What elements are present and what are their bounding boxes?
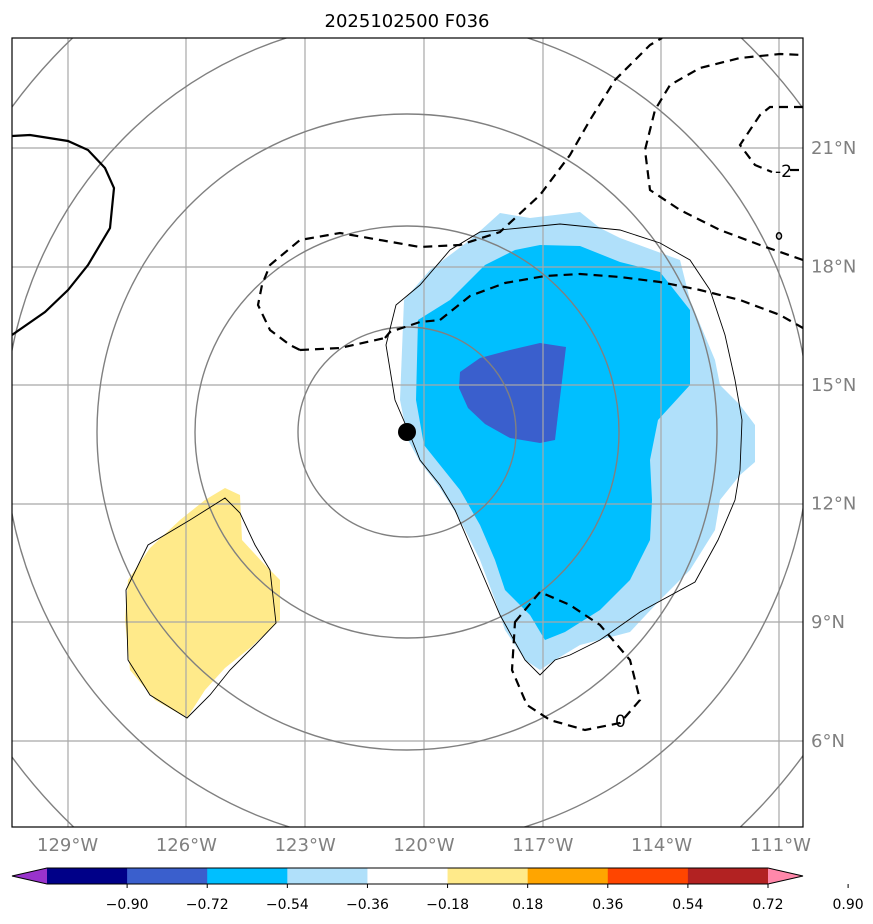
solid-contour: [12, 133, 116, 336]
contour-label: 0: [615, 712, 626, 732]
colorbar-tick-label: 0.36: [592, 897, 623, 913]
fill-region-dark-blue: [459, 343, 566, 443]
colorbar-swatch: [47, 868, 128, 884]
y-tick-label: 12°N: [811, 494, 856, 515]
x-tick-label: 117°W: [512, 835, 573, 856]
colorbar-swatch: [287, 868, 368, 884]
fill-region-blue: [416, 245, 690, 640]
colorbar-outline: [11, 867, 804, 885]
x-axis-ticks: 129°W 126°W 123°W 120°W 117°W 114°W 111°W: [37, 835, 811, 856]
graticule: [12, 38, 803, 827]
x-tick-label: 126°W: [156, 835, 217, 856]
colorbar-tick-label: 0.18: [512, 897, 543, 913]
colorbar-tick-label: −0.72: [186, 897, 229, 913]
y-tick-label: 15°N: [811, 375, 856, 396]
x-tick-label: 129°W: [37, 835, 98, 856]
colorbar-extend-low: [12, 868, 47, 884]
y-tick-label: 9°N: [811, 612, 845, 633]
colorbar-extend-high: [768, 868, 803, 884]
colorbar-swatch: [527, 868, 609, 884]
colorbar-swatch: [367, 868, 449, 884]
colorbar-swatch: [607, 868, 689, 884]
y-tick-label: 18°N: [811, 256, 856, 277]
x-tick-label: 120°W: [393, 835, 454, 856]
colorbar-swatch: [687, 868, 769, 884]
colorbar-swatch: [127, 868, 208, 884]
colorbar-tick-label: 0.54: [672, 897, 703, 913]
contour-label: -2: [775, 162, 792, 182]
x-tick-label: 111°W: [750, 835, 811, 856]
colorbar-tick-label: −0.90: [106, 897, 149, 913]
colorbar-tick-label: 0.90: [833, 897, 864, 913]
x-tick-label: 114°W: [631, 835, 692, 856]
chart-title: 2025102500 F036: [325, 11, 490, 32]
colorbar-tick-label: −0.54: [266, 897, 309, 913]
colorbar-swatch: [207, 868, 288, 884]
dashed-contours: [256, 38, 803, 732]
y-tick-label: 21°N: [811, 138, 856, 159]
colorbar-tick-label: −0.18: [426, 897, 469, 913]
colorbar-tick-label: 0.72: [752, 897, 783, 913]
y-axis-ticks: 6°N 9°N 12°N 15°N 18°N 21°N: [811, 138, 856, 752]
fill-region-yellow: [125, 488, 280, 718]
colorbar-swatch: [447, 868, 529, 884]
x-tick-label: 123°W: [275, 835, 336, 856]
colorbar-tick-label: −0.36: [346, 897, 389, 913]
y-tick-label: 6°N: [811, 731, 845, 752]
map-frame: [11, 37, 804, 828]
thin-outline-contour: [385, 223, 743, 676]
storm-center-marker: [398, 423, 416, 441]
small-contour-loop: [775, 232, 783, 240]
colorbar: −0.90 −0.72 −0.54 −0.36 −0.18 0.18 0.36 0.54 0.7…: [11, 867, 864, 913]
thin-outline-contour-yellow: [125, 497, 277, 719]
